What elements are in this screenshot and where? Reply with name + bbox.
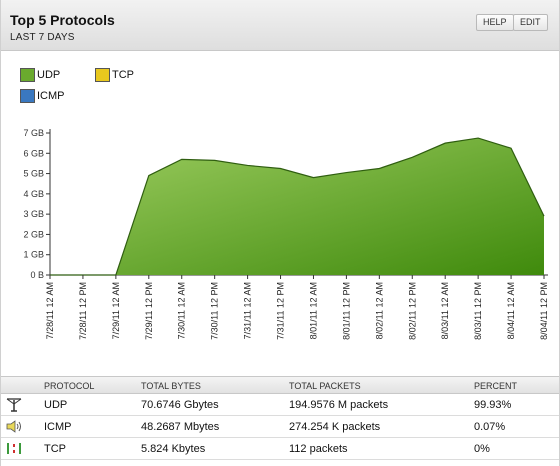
x-tick-label: 8/03/11 12 PM (473, 282, 483, 340)
x-tick-label: 8/01/11 12 AM (308, 282, 318, 339)
y-tick-label: 6 GB (23, 148, 44, 158)
x-tick-label: 7/30/11 12 PM (210, 282, 220, 340)
link-icon (7, 443, 21, 454)
legend-label-udp: UDP (37, 69, 61, 81)
row-protocol: UDP (44, 399, 68, 411)
x-tick-label: 7/29/11 12 PM (144, 282, 154, 340)
antenna-icon (6, 398, 22, 412)
x-tick-label: 8/04/11 12 PM (539, 282, 549, 340)
row-protocol: ICMP (44, 421, 72, 433)
x-tick-label: 8/04/11 12 AM (506, 282, 516, 339)
table-row[interactable]: ICMP 48.2687 Mbytes 274.254 K packets 0.… (1, 416, 559, 438)
legend-item-udp[interactable]: UDP (20, 68, 60, 82)
x-tick-label: 7/31/11 12 AM (243, 282, 253, 339)
legend-item-icmp[interactable]: ICMP (20, 89, 65, 103)
y-tick-label: 4 GB (23, 189, 44, 199)
x-tick-label: 8/03/11 12 AM (440, 282, 450, 339)
x-tick-label: 7/31/11 12 PM (276, 282, 286, 340)
x-tick-label: 8/01/11 12 PM (341, 282, 351, 340)
y-tick-label: 3 GB (23, 209, 44, 219)
legend-label-tcp: TCP (112, 69, 134, 81)
legend-label-icmp: ICMP (37, 90, 65, 102)
y-tick-label: 5 GB (23, 169, 44, 179)
legend-swatch-icmp (20, 89, 35, 103)
x-tick-label: 8/02/11 12 PM (407, 282, 417, 340)
col-header-protocol[interactable]: PROTOCOL (44, 381, 95, 391)
widget-title: Top 5 Protocols (10, 12, 115, 28)
series-line-udp (50, 137, 545, 276)
widget-header: Top 5 Protocols LAST 7 DAYS HELP EDIT (1, 0, 559, 51)
row-percent: 0.07% (474, 421, 506, 433)
help-button[interactable]: HELP (476, 14, 514, 31)
row-percent: 0% (474, 443, 490, 455)
table-header: PROTOCOL TOTAL BYTES TOTAL PACKETS PERCE… (1, 376, 559, 394)
row-total-bytes: 48.2687 Mbytes (141, 421, 220, 433)
row-total-packets: 112 packets (289, 443, 348, 455)
table-row[interactable]: TCP 5.824 Kbytes 112 packets 0% (1, 438, 559, 460)
legend-swatch-udp (20, 68, 35, 82)
y-tick-label: 7 GB (23, 128, 44, 138)
widget-subtitle: LAST 7 DAYS (10, 32, 75, 43)
table-row[interactable]: UDP 70.6746 Gbytes 194.9576 M packets 99… (1, 394, 559, 416)
row-protocol: TCP (44, 443, 66, 455)
row-total-packets: 194.9576 M packets (289, 399, 389, 411)
y-tick-label: 2 GB (23, 229, 44, 239)
x-tick-label: 8/02/11 12 AM (374, 282, 384, 339)
x-tick-label: 7/28/11 12 PM (78, 282, 88, 340)
edit-button[interactable]: EDIT (513, 14, 548, 31)
y-tick-label: 1 GB (23, 250, 44, 260)
x-tick-label: 7/30/11 12 AM (177, 282, 187, 339)
x-tick-label: 7/28/11 12 AM (45, 282, 55, 339)
legend-item-tcp[interactable]: TCP (95, 68, 134, 82)
col-header-percent[interactable]: PERCENT (474, 381, 518, 391)
row-percent: 99.93% (474, 399, 512, 411)
legend-swatch-tcp (95, 68, 110, 82)
col-header-total-packets[interactable]: TOTAL PACKETS (289, 381, 361, 391)
protocol-area-chart: 0 B 1 GB 2 GB 3 GB 4 GB 5 GB 6 GB 7 GB 7/28/11 1… (23, 128, 549, 340)
protocol-table: PROTOCOL TOTAL BYTES TOTAL PACKETS PERCE… (1, 376, 559, 460)
row-total-bytes: 5.824 Kbytes (141, 443, 206, 455)
series-area-udp (50, 138, 544, 275)
y-tick-label: 0 B (30, 270, 44, 280)
speaker-icon (6, 420, 21, 433)
row-total-bytes: 70.6746 Gbytes (141, 399, 219, 411)
col-header-total-bytes[interactable]: TOTAL BYTES (141, 381, 201, 391)
x-tick-label: 7/29/11 12 AM (111, 282, 121, 339)
row-total-packets: 274.254 K packets (289, 421, 381, 433)
